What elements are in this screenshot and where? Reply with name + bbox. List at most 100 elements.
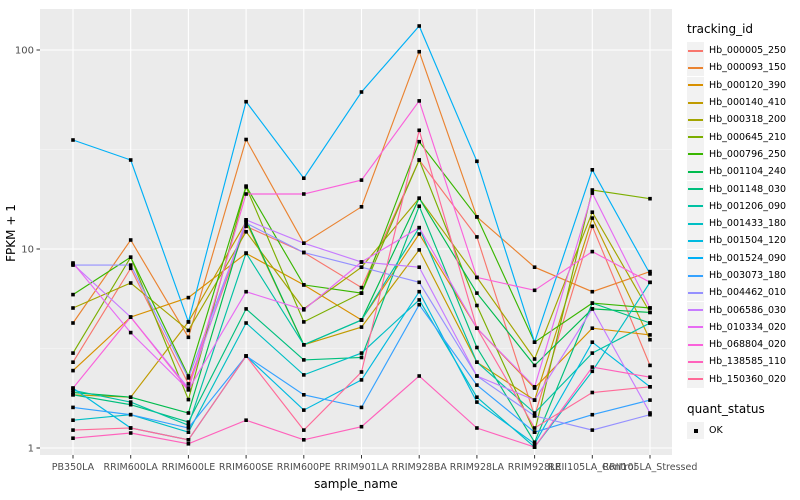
data-point — [417, 232, 421, 236]
legend-key — [687, 76, 704, 94]
legend-item: Hb_001504_120 — [687, 232, 799, 250]
legend-key — [687, 128, 704, 146]
data-point — [475, 159, 479, 164]
data-point — [532, 426, 537, 430]
data-point — [359, 318, 364, 322]
legend-item: Hb_001524_090 — [687, 249, 799, 267]
data-point — [590, 301, 595, 305]
x-tick-label: RRIM600PE — [277, 462, 331, 473]
legend-key — [687, 42, 704, 60]
data-point — [186, 335, 191, 340]
data-point — [71, 321, 75, 325]
data-point — [532, 398, 537, 402]
x-axis-title: sample_name — [314, 477, 398, 491]
data-point — [186, 397, 191, 402]
data-point — [71, 261, 75, 265]
data-point — [128, 281, 133, 285]
quant-status-label: OK — [709, 425, 723, 437]
legend-key-line-icon — [688, 239, 703, 242]
data-point — [648, 310, 652, 315]
data-point — [648, 333, 652, 337]
data-point — [648, 196, 652, 201]
data-point — [71, 306, 75, 310]
data-point — [417, 128, 421, 133]
data-point — [417, 298, 421, 302]
data-point — [302, 176, 306, 180]
data-point — [71, 418, 75, 422]
x-tick-label: PB350LA — [52, 462, 95, 473]
legend-key — [687, 145, 704, 163]
data-point — [417, 225, 421, 230]
data-point — [417, 24, 421, 28]
legend-item: Hb_000120_390 — [687, 76, 799, 94]
data-point — [417, 248, 421, 252]
legend-key-line-icon — [688, 257, 703, 260]
data-point — [302, 358, 306, 362]
data-point — [71, 428, 75, 432]
data-point — [417, 49, 421, 54]
x-tick-label: RRIM928LA — [450, 462, 505, 473]
data-point — [417, 302, 421, 307]
legend-key — [687, 232, 704, 250]
data-point — [475, 360, 479, 364]
data-point — [417, 139, 421, 144]
legend-key-line-icon — [688, 136, 703, 139]
data-point — [302, 241, 306, 245]
data-point — [359, 260, 364, 264]
plot-panel — [40, 9, 672, 455]
legend-item-label: Hb_001104_240 — [709, 166, 787, 178]
data-point — [359, 378, 364, 382]
data-point — [71, 368, 75, 373]
legend-item: Hb_138585_110 — [687, 353, 799, 371]
y-tick-label: 1 — [28, 444, 34, 455]
data-point — [128, 402, 133, 407]
data-point — [186, 295, 191, 300]
data-point — [71, 405, 75, 410]
data-point — [648, 398, 652, 402]
quant-status-item: OK — [687, 422, 799, 440]
legend-item: Hb_068804_020 — [687, 336, 799, 354]
legend-item: Hb_000645_210 — [687, 128, 799, 146]
data-point — [475, 326, 479, 330]
data-point — [186, 438, 191, 442]
data-point — [417, 158, 421, 162]
data-point — [244, 251, 248, 255]
data-point — [186, 411, 191, 415]
legend-key-line-icon — [688, 360, 703, 363]
data-point — [359, 351, 364, 355]
data-point — [648, 280, 652, 285]
data-point — [128, 238, 133, 242]
legend-item-label: Hb_138585_110 — [709, 356, 787, 368]
data-point — [590, 168, 595, 172]
quant-status-key — [687, 422, 704, 440]
square-point-icon — [693, 428, 698, 433]
data-point — [302, 428, 306, 432]
legend-key — [687, 180, 704, 198]
data-point — [186, 376, 191, 380]
data-point — [648, 269, 652, 274]
data-point — [417, 280, 421, 285]
legend-key — [687, 318, 704, 336]
data-point — [128, 255, 133, 259]
legend-item-label: Hb_001206_090 — [709, 200, 787, 212]
legend-item-label: Hb_068804_020 — [709, 339, 787, 351]
legend-item-label: Hb_000120_390 — [709, 79, 787, 91]
legend-item: Hb_003073_180 — [687, 267, 799, 284]
x-tick-label: RRIM600LA — [104, 462, 159, 473]
data-point — [590, 369, 595, 374]
legend-key-line-icon — [688, 274, 703, 277]
data-point — [71, 292, 75, 297]
legend-key — [687, 336, 704, 354]
quant-status-block: quant_status OK — [687, 402, 799, 440]
data-point — [244, 321, 248, 325]
data-point — [128, 400, 133, 404]
legend-item-label: Hb_000093_150 — [709, 62, 787, 74]
data-point — [244, 418, 248, 422]
data-point — [590, 340, 595, 344]
data-point — [71, 436, 75, 440]
data-point — [302, 408, 306, 412]
legend-item: Hb_150360_020 — [687, 370, 799, 388]
data-point — [244, 224, 248, 229]
legend-item: Hb_000140_410 — [687, 94, 799, 112]
